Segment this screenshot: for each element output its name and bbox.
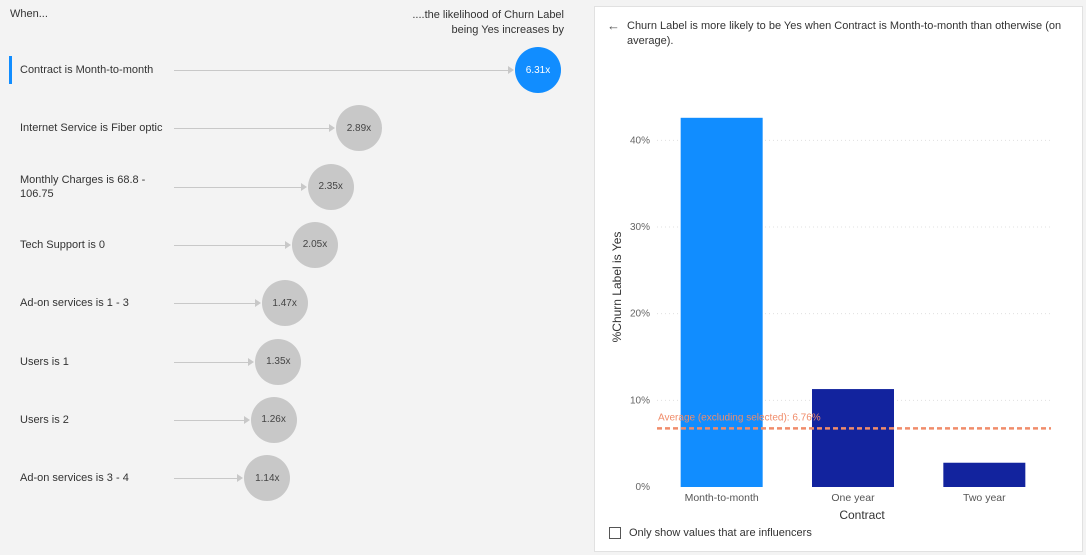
influencers-only-checkbox[interactable] — [609, 527, 621, 539]
x-axis-label: Contract — [839, 508, 885, 522]
influencer-line — [174, 128, 330, 130]
influencer-row[interactable]: Users is 2 1.26x — [0, 395, 594, 445]
influencer-bubble[interactable]: 2.35x — [307, 163, 354, 210]
influencer-line — [174, 70, 509, 71]
influencer-line — [174, 361, 250, 363]
influencer-row[interactable]: Ad-on services is 3 - 4 1.14x — [0, 453, 594, 503]
bar — [943, 462, 1026, 487]
influencer-bubble[interactable]: 2.05x — [291, 221, 338, 268]
likelihood-header: ....the likelihood of Churn Label being … — [412, 9, 564, 36]
influencer-bubble[interactable]: 1.47x — [261, 280, 308, 327]
influencer-line — [174, 478, 239, 480]
arrow-right-icon — [243, 415, 250, 424]
influencer-description: Churn Label is more likely to be Yes whe… — [627, 20, 1062, 47]
bar — [812, 389, 894, 487]
y-tick-label: 0% — [636, 482, 651, 493]
influencer-bubble[interactable]: 1.35x — [255, 338, 302, 385]
influencer-label: Contract is Month-to-month — [20, 64, 154, 76]
average-reference-label: Average (excluding selected): 6.76% — [658, 412, 821, 423]
arrow-right-icon — [300, 182, 307, 191]
influencer-row[interactable]: Monthly Charges is 68.8 - 106.75 2.35x — [0, 162, 594, 212]
influencer-line — [174, 244, 286, 246]
x-tick-label: One year — [831, 492, 875, 504]
y-tick-label: 10% — [630, 395, 650, 406]
checkbox-label: Only show values that are influencers — [629, 527, 812, 539]
influencer-bubble[interactable]: 1.26x — [250, 396, 297, 443]
influencer-label: Ad-on services is 1 - 3 — [20, 297, 129, 310]
influencer-line — [174, 303, 256, 305]
arrow-right-icon — [508, 66, 514, 74]
influencer-row[interactable]: Tech Support is 0 2.05x — [0, 220, 594, 270]
y-axis-label: %Churn Label is Yes — [610, 232, 624, 343]
influencer-label: Internet Service is Fiber optic — [20, 122, 163, 135]
y-tick-label: 30% — [630, 222, 650, 233]
bar — [680, 117, 763, 488]
selection-indicator — [9, 56, 12, 84]
arrow-right-icon — [328, 124, 335, 133]
y-tick-label: 20% — [630, 309, 650, 320]
arrow-right-icon — [237, 474, 244, 483]
when-header: When... — [10, 8, 48, 20]
influencer-label: Tech Support is 0 — [20, 238, 105, 251]
influencer-filter[interactable]: Only show values that are influencers — [609, 527, 812, 539]
influencer-row[interactable]: Contract is Month-to-month 6.31x — [0, 45, 594, 95]
influencer-bubble[interactable]: 1.14x — [244, 455, 291, 502]
influencer-bubble[interactable]: 2.89x — [335, 105, 382, 152]
x-tick-label: Two year — [963, 492, 1006, 504]
influencer-label: Monthly Charges is 68.8 - 106.75 — [20, 173, 146, 200]
influencer-row[interactable]: Users is 1 1.35x — [0, 337, 594, 387]
y-tick-label: 40% — [630, 135, 650, 146]
arrow-left-icon[interactable]: ← — [607, 18, 620, 33]
influencer-row[interactable]: Internet Service is Fiber optic 2.89x — [0, 103, 594, 153]
x-tick-label: Month-to-month — [685, 492, 759, 504]
influencer-bubble[interactable]: 6.31x — [515, 47, 561, 93]
arrow-right-icon — [284, 240, 291, 249]
arrow-right-icon — [254, 299, 261, 308]
influencer-label: Users is 1 — [20, 355, 69, 368]
influencer-label: Ad-on services is 3 - 4 — [20, 472, 129, 485]
influencer-line — [174, 186, 302, 188]
arrow-right-icon — [248, 357, 255, 366]
detail-panel: ← Churn Label is more likely to be Yes w… — [594, 6, 1083, 552]
influencers-panel: When... ....the likelihood of Churn Labe… — [0, 8, 594, 503]
influencer-row[interactable]: Ad-on services is 1 - 3 1.47x — [0, 278, 594, 328]
influencer-label: Users is 2 — [20, 413, 69, 426]
churn-bar-chart: 0% 10% 20% 30% 40% %Churn Label is Yes Month-t… — [610, 117, 1051, 522]
influencer-line — [174, 419, 245, 421]
